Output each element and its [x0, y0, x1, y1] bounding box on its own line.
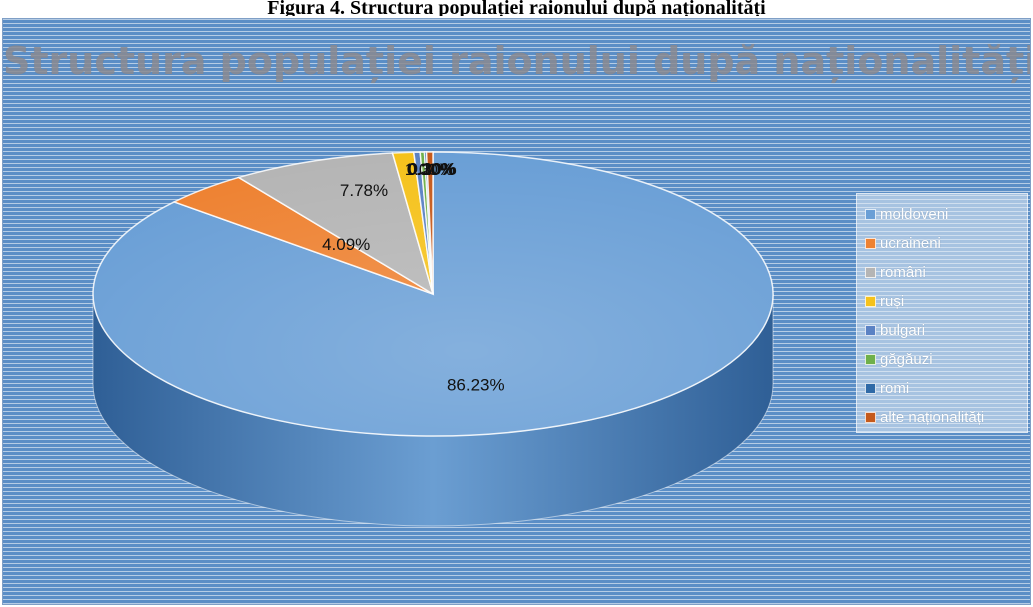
legend-swatch	[865, 209, 876, 220]
legend: moldoveni ucraineni români ruși bulgari găgău…	[856, 193, 1028, 433]
legend-item-bulgari: bulgari	[865, 316, 1027, 345]
legend-label: ucraineni	[880, 235, 941, 252]
data-label-bulgari: 0.30%	[407, 160, 455, 179]
legend-label: alte naționalități	[880, 409, 985, 426]
chart-title: Structura populației raionului după nați…	[3, 39, 1031, 83]
legend-swatch	[865, 296, 876, 307]
data-label-ruși: 1.00%	[405, 160, 453, 179]
pie-chart: 86.23%4.09%7.78%1.00%0.30%0.20%0.10%0.30…	[92, 151, 774, 527]
data-label-alte naționalități: 0.30%	[408, 160, 456, 179]
legend-swatch	[865, 383, 876, 394]
legend-label: români	[880, 264, 926, 281]
figure-caption: Figura 4. Structura populației raionului…	[267, 0, 766, 16]
legend-label: bulgari	[880, 322, 926, 339]
data-label-români: 7.78%	[340, 181, 388, 200]
legend-item-romi: romi	[865, 374, 1027, 403]
legend-label: moldoveni	[880, 206, 949, 223]
legend-swatch	[865, 354, 876, 365]
legend-item-alte naționalități: alte naționalități	[865, 403, 1027, 432]
legend-item-moldoveni: moldoveni	[865, 200, 1027, 229]
legend-item-ucraineni: ucraineni	[865, 229, 1027, 258]
data-label-ucraineni: 4.09%	[322, 235, 370, 254]
legend-swatch	[865, 267, 876, 278]
legend-swatch	[865, 325, 876, 336]
legend-item-ruși: ruși	[865, 287, 1027, 316]
legend-item-găgăuzi: găgăuzi	[865, 345, 1027, 374]
legend-label: ruși	[880, 293, 905, 310]
data-label-găgăuzi: 0.20%	[407, 160, 455, 179]
data-label-moldoveni: 86.23%	[447, 376, 505, 395]
legend-swatch	[865, 412, 876, 423]
legend-item-români: români	[865, 258, 1027, 287]
legend-swatch	[865, 238, 876, 249]
pie-gloss	[93, 152, 773, 436]
legend-label: romi	[880, 380, 910, 397]
data-label-romi: 0.10%	[408, 160, 456, 179]
legend-label: găgăuzi	[880, 351, 933, 368]
chart-area: Structura populației raionului după nați…	[2, 18, 1031, 605]
